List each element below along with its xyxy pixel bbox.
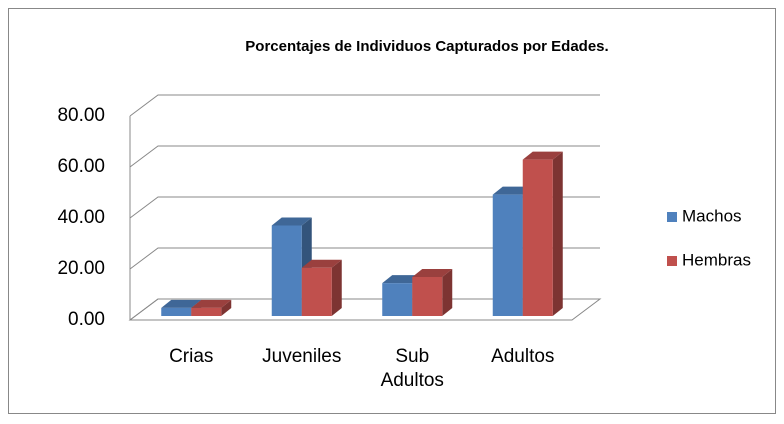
grid-line xyxy=(129,94,600,117)
x-tick-label: Juveniles xyxy=(262,346,342,367)
bar-front xyxy=(191,307,222,316)
bar-side xyxy=(221,299,232,316)
bar-top xyxy=(271,217,312,226)
bar-top xyxy=(191,299,232,308)
bar xyxy=(412,268,453,316)
bar-front xyxy=(271,225,302,316)
bar-front xyxy=(522,159,553,316)
bar-front xyxy=(412,276,443,316)
x-tick-label: Adultos xyxy=(491,346,555,367)
x-tick-label: Crias xyxy=(169,346,214,367)
y-tick-label: 0.00 xyxy=(68,309,105,330)
chart-border xyxy=(8,8,776,414)
chart-title: Porcentajes de Individuos Capturados por… xyxy=(245,38,608,55)
y-tick-label: 20.00 xyxy=(57,258,105,279)
y-tick-label: 40.00 xyxy=(57,207,105,228)
bar xyxy=(191,299,232,316)
y-tick-label: 80.00 xyxy=(57,105,105,126)
legend-swatch xyxy=(667,256,677,266)
bar-side xyxy=(552,151,563,316)
legend-swatch xyxy=(667,212,677,222)
grid-line xyxy=(129,145,600,168)
bar xyxy=(301,259,342,316)
legend-label: Hembras xyxy=(682,250,751,269)
bar-front xyxy=(382,283,413,316)
bar-side xyxy=(442,268,453,316)
bar-top xyxy=(522,151,563,160)
grid-line xyxy=(129,196,600,219)
bar-side xyxy=(331,259,342,316)
grid-line xyxy=(129,298,600,321)
y-tick-label: 60.00 xyxy=(57,156,105,177)
bar-front xyxy=(301,267,332,316)
x-tick-label: Sub Adultos xyxy=(380,346,444,391)
bar xyxy=(522,151,563,316)
bar-top xyxy=(161,299,202,308)
bar-top xyxy=(301,259,342,268)
legend-label: Machos xyxy=(682,206,742,225)
bar-front xyxy=(492,194,523,316)
grid-line xyxy=(129,247,600,270)
bar-top xyxy=(412,268,453,277)
bar-front xyxy=(161,307,192,316)
